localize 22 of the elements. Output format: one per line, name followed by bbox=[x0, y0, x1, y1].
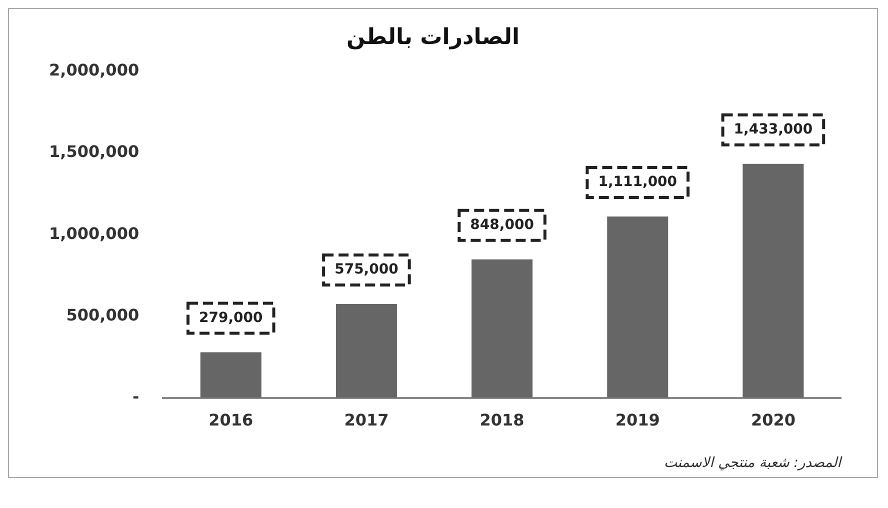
chart-title: الصادرات بالطن bbox=[346, 24, 520, 50]
x-tick-label: 2016 bbox=[208, 410, 254, 430]
bar bbox=[472, 259, 533, 398]
bar bbox=[200, 352, 262, 398]
data-label: 1,111,000 bbox=[598, 174, 678, 190]
data-label: 575,000 bbox=[334, 262, 399, 278]
x-tick-label: 2020 bbox=[750, 410, 796, 430]
text: المصدر: شعبة منتجي الاسمنت bbox=[662, 455, 842, 471]
bar bbox=[607, 216, 668, 398]
x-tick-label: 2018 bbox=[480, 410, 524, 430]
y-tick-label: 500,000 bbox=[66, 305, 140, 324]
y-tick-label: 2,000,000 bbox=[48, 60, 140, 80]
data-label: 1,433,000 bbox=[734, 122, 813, 138]
y-tick-label: 1,000,000 bbox=[48, 224, 140, 243]
bar bbox=[742, 164, 804, 398]
data-label: 848,000 bbox=[470, 217, 534, 234]
x-tick-label: 2019 bbox=[615, 410, 660, 430]
x-tick-label: 2017 bbox=[344, 410, 389, 430]
y-tick-label: - bbox=[132, 386, 140, 406]
data-label: 279,000 bbox=[198, 310, 264, 326]
bar bbox=[336, 304, 397, 398]
y-tick-label: 1,500,000 bbox=[48, 142, 140, 162]
